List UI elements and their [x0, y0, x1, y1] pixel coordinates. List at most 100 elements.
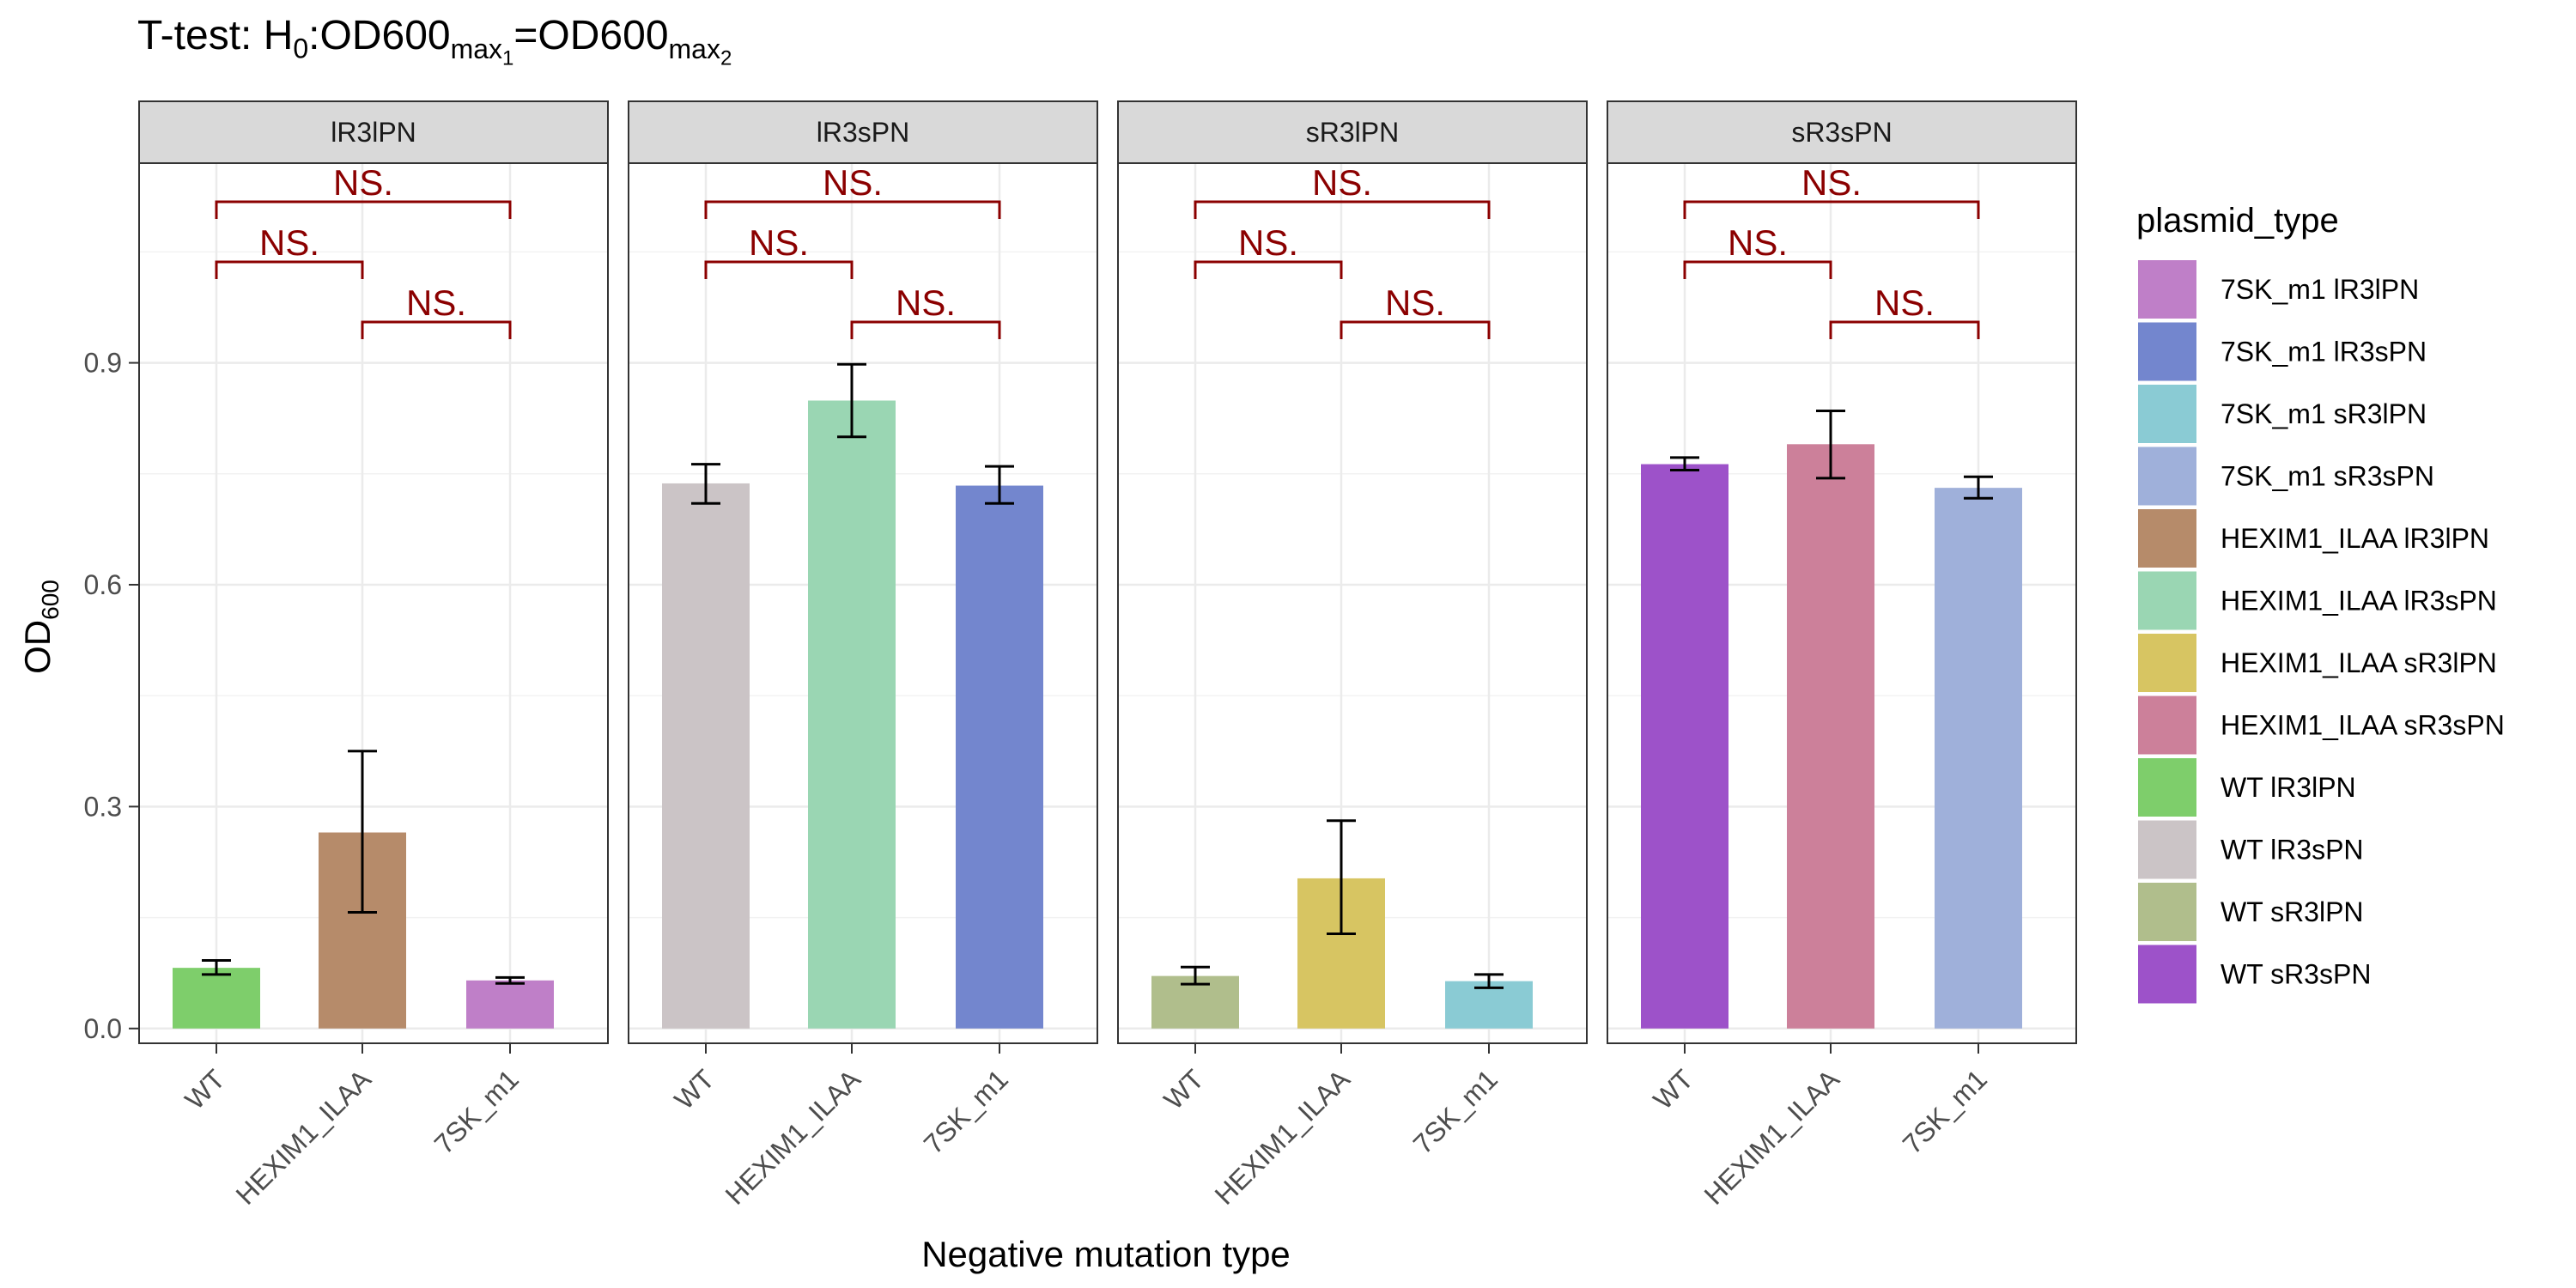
legend-key: [2138, 696, 2196, 755]
bar-HEXIM1_ILAA: [1787, 444, 1874, 1029]
y-axis-label: OD600: [17, 580, 64, 674]
legend-label: WT lR3sPN: [2221, 835, 2364, 866]
significance-bracket: [850, 320, 1001, 339]
significance-bracket: [1340, 320, 1491, 339]
facet-strip-label: sR3lPN: [1306, 117, 1399, 148]
significance-label: NS.: [896, 283, 956, 323]
legend-item: WT lR3lPN: [2138, 758, 2356, 817]
bar-HEXIM1_ILAA: [808, 400, 896, 1029]
x-tick-label: WT: [179, 1063, 231, 1115]
legend: plasmid_type 7SK_m1 lR3lPN 7SK_m1 lR3sPN 7S…: [2136, 202, 2505, 1004]
significance-bracket: [1194, 200, 1491, 219]
significance-label: NS.: [259, 222, 319, 263]
significance-label: NS.: [1728, 222, 1788, 263]
facet-strip: [1117, 100, 1588, 164]
x-tick-label: HEXIM1_ILAA: [230, 1063, 378, 1211]
legend-label: 7SK_m1 lR3sPN: [2221, 337, 2427, 368]
legend-key: [2138, 820, 2196, 879]
x-tick-label: 7SK_m1: [918, 1063, 1014, 1159]
bar-WT: [662, 483, 750, 1029]
panel-border: [1607, 162, 2077, 1044]
significance-label: NS.: [1801, 162, 1862, 203]
legend-item: 7SK_m1 sR3lPN: [2138, 385, 2427, 443]
panel-border: [138, 162, 609, 1044]
legend-label: 7SK_m1 sR3lPN: [2221, 398, 2427, 429]
legend-item: WT lR3sPN: [2138, 820, 2364, 879]
significance-bracket: [1683, 200, 1980, 219]
legend-label: HEXIM1_ILAA lR3lPN: [2221, 523, 2489, 554]
y-tick-label: 0.6: [84, 569, 122, 600]
x-tick-label: 7SK_m1: [1897, 1063, 1993, 1159]
y-axis: 0.0 0.3 0.6 0.9: [84, 348, 139, 1044]
legend-label: WT sR3lPN: [2221, 896, 2364, 927]
x-tick-label: HEXIM1_ILAA: [1209, 1063, 1357, 1211]
legend-item: HEXIM1_ILAA lR3lPN: [2138, 509, 2489, 568]
significance-label: NS.: [1312, 162, 1372, 203]
legend-item: HEXIM1_ILAA sR3sPN: [2138, 696, 2505, 755]
facet-strip-label: sR3sPN: [1791, 117, 1892, 148]
significance-bracket: [215, 200, 512, 219]
facet-strip-label: lR3sPN: [817, 117, 909, 148]
panel-border: [1117, 162, 1588, 1044]
legend-title: plasmid_type: [2136, 202, 2339, 240]
legend-key: [2138, 509, 2196, 568]
facet-strip: [1607, 100, 2077, 164]
significance-label: NS.: [823, 162, 883, 203]
significance-label: NS.: [333, 162, 393, 203]
x-axis-label: Negative mutation type: [921, 1234, 1291, 1274]
legend-key: [2138, 758, 2196, 817]
significance-label: NS.: [406, 283, 466, 323]
legend-item: 7SK_m1 lR3lPN: [2138, 260, 2419, 319]
facet-strip: [138, 100, 609, 164]
legend-key: [2138, 634, 2196, 692]
significance-label: NS.: [1385, 283, 1445, 323]
y-tick-label: 0.0: [84, 1013, 122, 1044]
bar-WT: [1641, 464, 1728, 1029]
x-tick-label: HEXIM1_ILAA: [1698, 1063, 1846, 1211]
legend-label: 7SK_m1 lR3lPN: [2221, 274, 2419, 305]
x-tick-label: 7SK_m1: [428, 1063, 525, 1159]
bar-7SK_m1: [466, 980, 554, 1029]
legend-label: HEXIM1_ILAA sR3sPN: [2221, 710, 2505, 741]
legend-item: WT sR3sPN: [2138, 945, 2371, 1004]
significance-bracket: [1194, 260, 1343, 279]
x-tick-label: WT: [1157, 1063, 1210, 1115]
legend-item: WT sR3lPN: [2138, 883, 2364, 941]
x-tick-label: WT: [668, 1063, 720, 1115]
legend-key: [2138, 945, 2196, 1004]
y-tick-label: 0.9: [84, 348, 122, 379]
bar-7SK_m1: [1935, 488, 2022, 1029]
significance-bracket: [1829, 320, 1980, 339]
legend-key: [2138, 883, 2196, 941]
legend-item: 7SK_m1 lR3sPN: [2138, 322, 2427, 381]
significance-label: NS.: [749, 222, 809, 263]
x-tick-label: WT: [1647, 1063, 1699, 1115]
bar-7SK_m1: [956, 485, 1043, 1029]
legend-item: HEXIM1_ILAA lR3sPN: [2138, 571, 2497, 630]
legend-key: [2138, 571, 2196, 630]
significance-label: NS.: [1874, 283, 1935, 323]
legend-label: HEXIM1_ILAA lR3sPN: [2221, 586, 2497, 617]
significance-bracket: [704, 260, 854, 279]
x-tick-label: 7SK_m1: [1407, 1063, 1504, 1159]
significance-bracket: [215, 260, 364, 279]
panel-border: [628, 162, 1098, 1044]
chart-title: T-test: H0:OD600max1=OD600max2: [137, 13, 732, 70]
significance-label: NS.: [1238, 222, 1298, 263]
x-tick-label: HEXIM1_ILAA: [720, 1063, 867, 1211]
significance-bracket: [704, 200, 1001, 219]
significance-bracket: [361, 320, 512, 339]
legend-label: WT sR3sPN: [2221, 959, 2371, 990]
bar-WT: [173, 968, 260, 1029]
facet-strip-label: lR3lPN: [331, 117, 416, 148]
legend-item: HEXIM1_ILAA sR3lPN: [2138, 634, 2497, 692]
legend-key: [2138, 322, 2196, 381]
legend-item: 7SK_m1 sR3sPN: [2138, 447, 2434, 506]
facet-strip: [628, 100, 1098, 164]
legend-label: WT lR3lPN: [2221, 772, 2356, 803]
